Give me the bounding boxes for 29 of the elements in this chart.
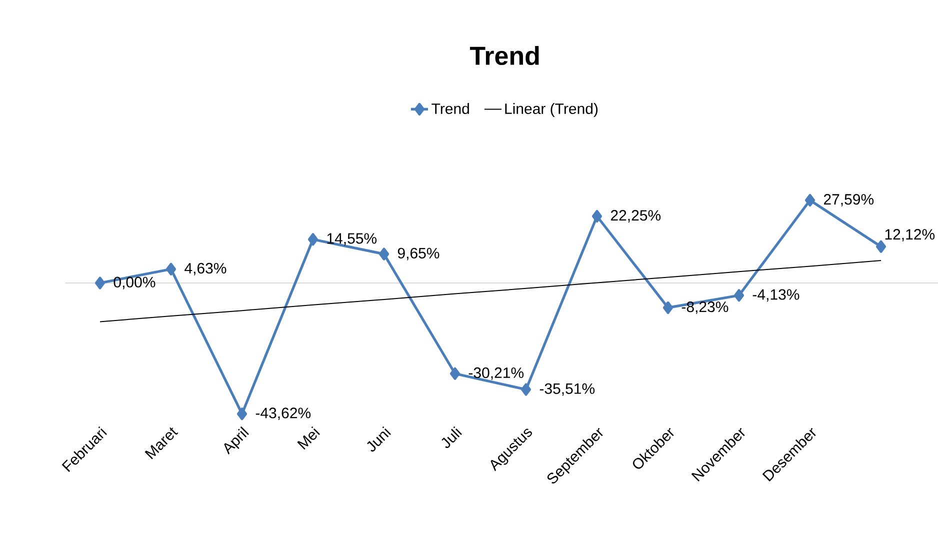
point [308, 233, 318, 246]
chart-title: Trend [470, 46, 539, 66]
x-tick-label: Mei [297, 426, 320, 450]
legend-label: Trend [432, 103, 469, 114]
data-label: 22,25% [610, 210, 661, 222]
data-label: -43,62% [256, 408, 311, 420]
data-label: 27,59% [824, 194, 874, 206]
point [236, 408, 248, 420]
point [592, 210, 602, 223]
data-label: 4,63% [184, 262, 226, 276]
point [804, 194, 816, 207]
point [166, 262, 176, 276]
point [378, 248, 390, 260]
data-label: 12,12% [885, 229, 935, 242]
point [450, 367, 460, 380]
data-label: -4,13% [752, 289, 800, 302]
data-label: -8,23% [682, 301, 728, 314]
point [94, 276, 106, 290]
x-tick-label: Juli [442, 426, 462, 448]
point [734, 289, 744, 302]
data-label: 14,55% [327, 233, 377, 246]
point [520, 383, 532, 396]
data-label: 9,65% [398, 248, 440, 260]
data-label: -30,21% [468, 367, 524, 380]
data-label: 0,00% [114, 276, 156, 290]
point [662, 301, 674, 314]
data-label: -35,51% [540, 383, 595, 396]
point [876, 240, 886, 253]
legend-label: Linear (Trend) [505, 103, 598, 117]
